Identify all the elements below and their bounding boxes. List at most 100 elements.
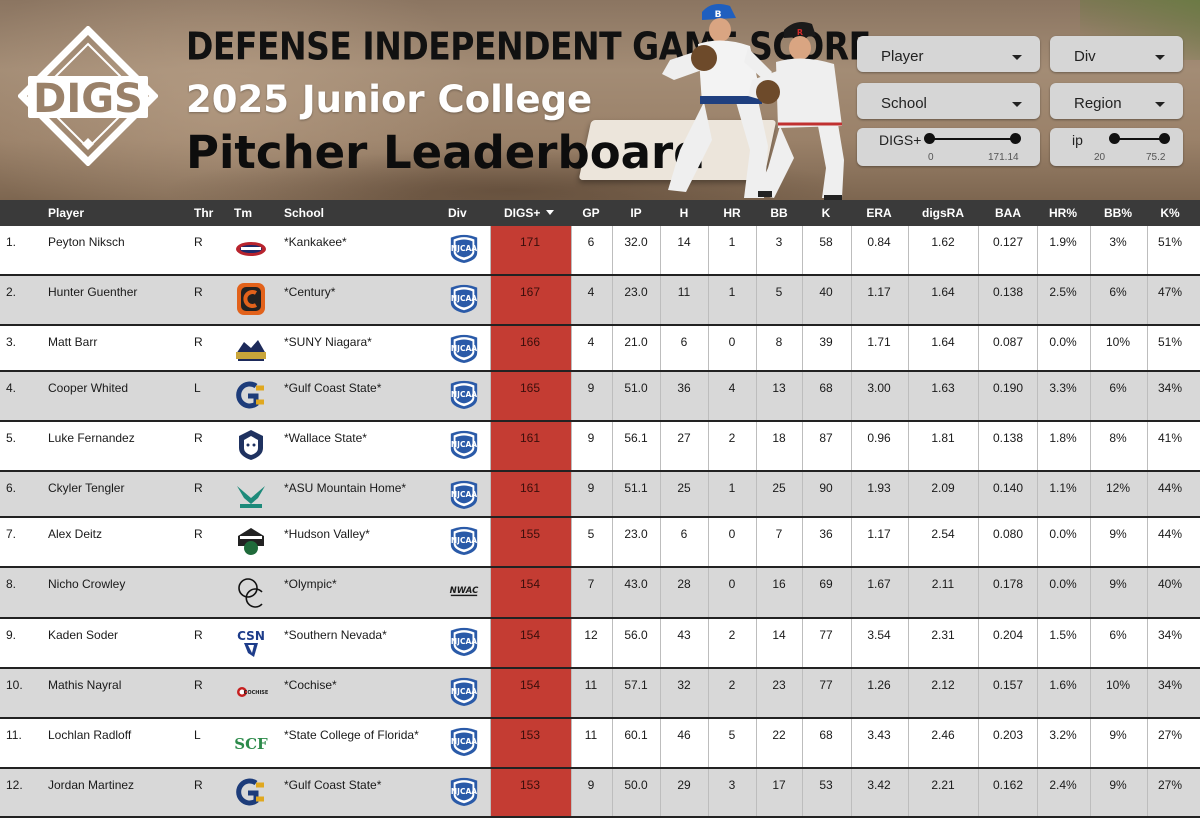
kankakee-logo xyxy=(236,242,266,256)
gp: 9 xyxy=(587,481,595,495)
column-divider xyxy=(1090,518,1091,566)
table-row[interactable]: 154 9. Kaden Soder R *Southern Nevada* 12 56.0… xyxy=(0,619,1200,669)
table-row[interactable]: 155 7. Alex Deitz R *Hudson Valley* 5 23.0 6 0 7 3… xyxy=(0,518,1200,568)
throws: R xyxy=(194,285,203,299)
column-divider xyxy=(1147,669,1148,717)
k-pct: 51% xyxy=(1157,235,1183,249)
walks: 18 xyxy=(772,431,786,445)
table-row[interactable]: 161 6. Ckyler Tengler R *ASU Mountain Home* 9… xyxy=(0,472,1200,518)
bb-pct: 9% xyxy=(1109,778,1127,792)
school-name: *Cochise* xyxy=(284,678,337,692)
region-filter-dropdown[interactable]: Region xyxy=(1050,83,1183,119)
slider-track xyxy=(929,138,1015,140)
home-runs: 2 xyxy=(728,678,736,692)
column-divider xyxy=(571,669,572,717)
table-row[interactable]: 153 11. Lochlan Radloff L *State College of … xyxy=(0,719,1200,769)
digs-value: 167 xyxy=(519,285,541,299)
col-header-player[interactable]: Player xyxy=(48,206,85,220)
suny-niagara-logo xyxy=(236,340,266,361)
col-header-gp[interactable]: GP xyxy=(582,206,600,220)
col-header-h[interactable]: H xyxy=(679,206,689,220)
table-row[interactable]: 167 2. Hunter Guenther R *Century* 4 23.0 11 1 5 4… xyxy=(0,276,1200,326)
slider-max-handle[interactable] xyxy=(1159,133,1170,144)
col-header-bb-pct[interactable]: BB% xyxy=(1103,206,1133,220)
baa: 0.138 xyxy=(992,431,1024,445)
col-header-k[interactable]: K xyxy=(821,206,831,220)
home-runs: 0 xyxy=(728,335,736,349)
strikeouts: 36 xyxy=(819,527,833,541)
column-divider xyxy=(708,326,709,370)
col-header-baa[interactable]: BAA xyxy=(995,206,1021,220)
column-divider xyxy=(1037,326,1038,370)
svg-text:NJCAA: NJCAA xyxy=(451,244,477,253)
table-row[interactable]: 166 3. Matt Barr R *SUNY Niagara* 4 21.0 6 0 8 39 1… xyxy=(0,326,1200,372)
col-header-era[interactable]: ERA xyxy=(866,206,892,220)
column-divider xyxy=(612,372,613,420)
col-header-hr[interactable]: HR xyxy=(723,206,741,220)
col-header-hr-pct[interactable]: HR% xyxy=(1048,206,1078,220)
column-divider xyxy=(802,669,803,717)
table-row[interactable]: 161 5. Luke Fernandez R *Wallace State* 9 56.1… xyxy=(0,422,1200,472)
njcaa-logo: NJCAA xyxy=(450,627,477,657)
digs-cell: 161 xyxy=(490,472,571,516)
bb-pct: 10% xyxy=(1105,678,1131,692)
wallace-state-logo xyxy=(239,430,263,460)
column-divider xyxy=(571,226,572,274)
col-header-thr[interactable]: Thr xyxy=(194,206,214,220)
digs-range-slider[interactable]: DIGS+ 0 171.14 xyxy=(857,128,1040,166)
digs-cell: 167 xyxy=(490,276,571,324)
digs-value: 165 xyxy=(519,381,541,395)
column-divider xyxy=(1147,226,1148,274)
svg-text:NJCAA: NJCAA xyxy=(451,390,477,399)
table-row[interactable]: 154 8. Nicho Crowley *Olympic* 7 43.0 28 0 16 69 1… xyxy=(0,568,1200,619)
column-divider xyxy=(978,372,979,420)
table-row[interactable]: 154 10. Mathis Nayral R *Cochise* 11 57.1 32 2 23… xyxy=(0,669,1200,719)
digsra: 2.54 xyxy=(931,527,955,541)
col-header-div[interactable]: Div xyxy=(448,206,467,220)
col-header-tm[interactable]: Tm xyxy=(234,206,252,220)
ip-range-slider[interactable]: ip 20 75.2 xyxy=(1050,128,1183,166)
rank: 11. xyxy=(6,728,22,742)
school-filter-dropdown[interactable]: School xyxy=(857,83,1040,119)
century-logo xyxy=(237,283,265,315)
slider-min-handle[interactable] xyxy=(1109,133,1120,144)
col-header-school[interactable]: School xyxy=(284,206,325,220)
svg-text:NJCAA: NJCAA xyxy=(451,294,477,303)
column-divider xyxy=(978,326,979,370)
column-divider xyxy=(1147,276,1148,324)
strikeouts: 77 xyxy=(819,678,833,692)
svg-text:NJCAA: NJCAA xyxy=(451,344,477,353)
table-row[interactable]: 165 4. Cooper Whited L *Gulf Coast State* 9 51… xyxy=(0,372,1200,422)
column-divider xyxy=(978,472,979,516)
col-header-digsra[interactable]: digsRA xyxy=(922,206,964,220)
div-filter-dropdown[interactable]: Div xyxy=(1050,36,1183,72)
column-divider xyxy=(978,719,979,767)
slider-min-handle[interactable] xyxy=(924,133,935,144)
throws: L xyxy=(194,728,201,742)
column-divider xyxy=(571,276,572,324)
gp: 12 xyxy=(584,628,598,642)
era: 3.54 xyxy=(867,628,891,642)
rank: 12. xyxy=(6,778,23,792)
home-runs: 1 xyxy=(728,481,736,495)
svg-text:NJCAA: NJCAA xyxy=(451,440,477,449)
col-header-bb[interactable]: BB xyxy=(770,206,788,220)
era: 1.71 xyxy=(867,335,891,349)
player-filter-dropdown[interactable]: Player xyxy=(857,36,1040,72)
table-row[interactable]: 171 1. Peyton Niksch R *Kankakee* 6 32.0 14 1 3 58… xyxy=(0,226,1200,276)
col-header-k-pct[interactable]: K% xyxy=(1160,206,1180,220)
slider-max-handle[interactable] xyxy=(1010,133,1021,144)
digsra: 2.21 xyxy=(931,778,955,792)
gp: 4 xyxy=(587,285,595,299)
baa: 0.087 xyxy=(992,335,1024,349)
col-header-digs[interactable]: DIGS+ xyxy=(504,206,555,220)
col-header-ip[interactable]: IP xyxy=(630,206,642,220)
baa: 0.178 xyxy=(992,577,1024,591)
player-name: Jordan Martinez xyxy=(48,778,135,792)
column-divider xyxy=(1147,422,1148,470)
column-divider xyxy=(660,226,661,274)
column-divider xyxy=(1037,226,1038,274)
school-name: *Gulf Coast State* xyxy=(284,381,382,395)
table-row[interactable]: 153 12. Jordan Martinez R *Gulf Coast State*… xyxy=(0,769,1200,818)
home-runs: 5 xyxy=(728,728,736,742)
